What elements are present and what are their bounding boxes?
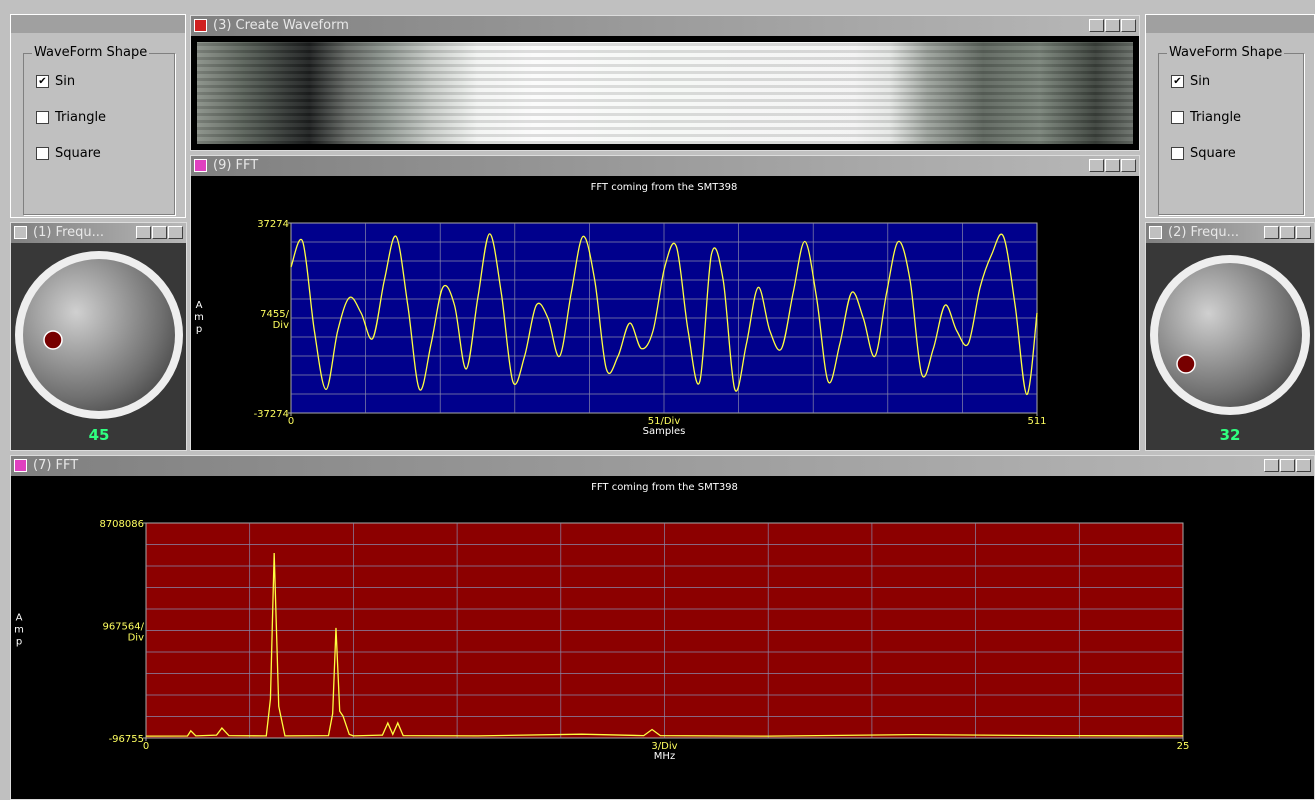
check-box[interactable] [1171,111,1184,124]
y-tick-label: 8708086 [99,519,144,530]
y-axis-label: Amp [14,613,25,649]
checkbox[interactable]: Triangle [1171,110,1241,125]
x-tick-label: 25 [1177,741,1190,752]
data-line [290,233,1038,396]
option-label: Square [1190,146,1236,161]
chart-title: FFT coming from the SMT398 [591,482,738,493]
knob-value: 32 [1220,426,1241,444]
checkbox[interactable]: ✔ Sin [1171,74,1210,89]
check-box[interactable] [36,147,49,160]
y-tick-label: 37274 [257,219,289,230]
option-label: Sin [1190,74,1211,89]
window-title: (2) Frequ... [1168,225,1240,240]
chart: FFT coming from the SMT398 8708086 -967550… [14,482,1190,762]
data-line [145,552,1184,737]
group-box: WaveForm Shape ✔ Sin Triangle Square [1158,45,1304,215]
check-box[interactable]: ✔ [1171,75,1184,88]
window-title: (3) Create Waveform [213,18,349,33]
x-axis-label: MHz [654,751,675,762]
check-box[interactable] [36,111,49,124]
window-title: (7) FFT [33,458,79,473]
checkbox[interactable]: ✔ Sin [36,74,75,89]
checkbox[interactable]: Square [1171,146,1236,161]
window-title: (1) Frequ... [33,225,105,240]
x-tick-label: 0 [288,416,294,427]
left-panel: WaveForm Shape ✔ Sin Triangle Square [10,14,186,218]
title-bar: (2) Frequ... [1146,223,1314,243]
group-box: WaveForm Shape ✔ Sin Triangle Square [23,45,175,215]
waveform-image [197,42,1133,144]
group-title: WaveForm Shape [1167,45,1285,60]
checkbox[interactable]: Triangle [36,110,106,125]
y-div-label: 967564/Div [102,622,144,644]
title-bar: (1) Frequ... [11,223,186,243]
knob-value: 45 [89,426,110,444]
title-bar: (3) Create Waveform [191,16,1139,36]
title-bar: (9) FFT [191,156,1139,176]
knob[interactable]: 32 [1146,243,1314,450]
checkbox[interactable]: Square [36,146,101,161]
y-tick-label: -96755 [109,734,144,745]
x-axis-label: Samples [643,426,686,437]
y-tick-label: -37274 [254,409,289,420]
title-bar: (7) FFT [11,456,1314,476]
option-label: Triangle [55,110,107,125]
window-title: (9) FFT [213,158,259,173]
x-tick-label: 511 [1027,416,1046,427]
x-div-label: 3/Div [651,741,677,752]
group-title: WaveForm Shape [32,45,150,60]
y-axis-label: Amp [194,300,205,336]
create-waveform-window: (3) Create Waveform [190,15,1140,151]
x-div-label: 51/Div [648,416,681,427]
check-box[interactable]: ✔ [36,75,49,88]
x-tick-label: 0 [143,741,149,752]
fft9-window: (9) FFT FFT coming from the SMT398 37274 -… [190,155,1140,451]
knob1-window: (1) Frequ... 45 [10,222,187,451]
fft7-window: (7) FFT FFT coming from the SMT398 870808… [10,455,1315,800]
y-div-label: 7455/Div [260,309,289,331]
knob2-window: (2) Frequ... 32 [1145,222,1315,451]
check-box[interactable] [1171,147,1184,160]
chart-title: FFT coming from the SMT398 [591,182,738,193]
option-label: Square [55,146,101,161]
option-label: Sin [55,74,76,89]
knob[interactable]: 45 [11,243,186,450]
option-label: Triangle [1190,110,1242,125]
right-panel: WaveForm Shape ✔ Sin Triangle Square [1145,14,1315,218]
